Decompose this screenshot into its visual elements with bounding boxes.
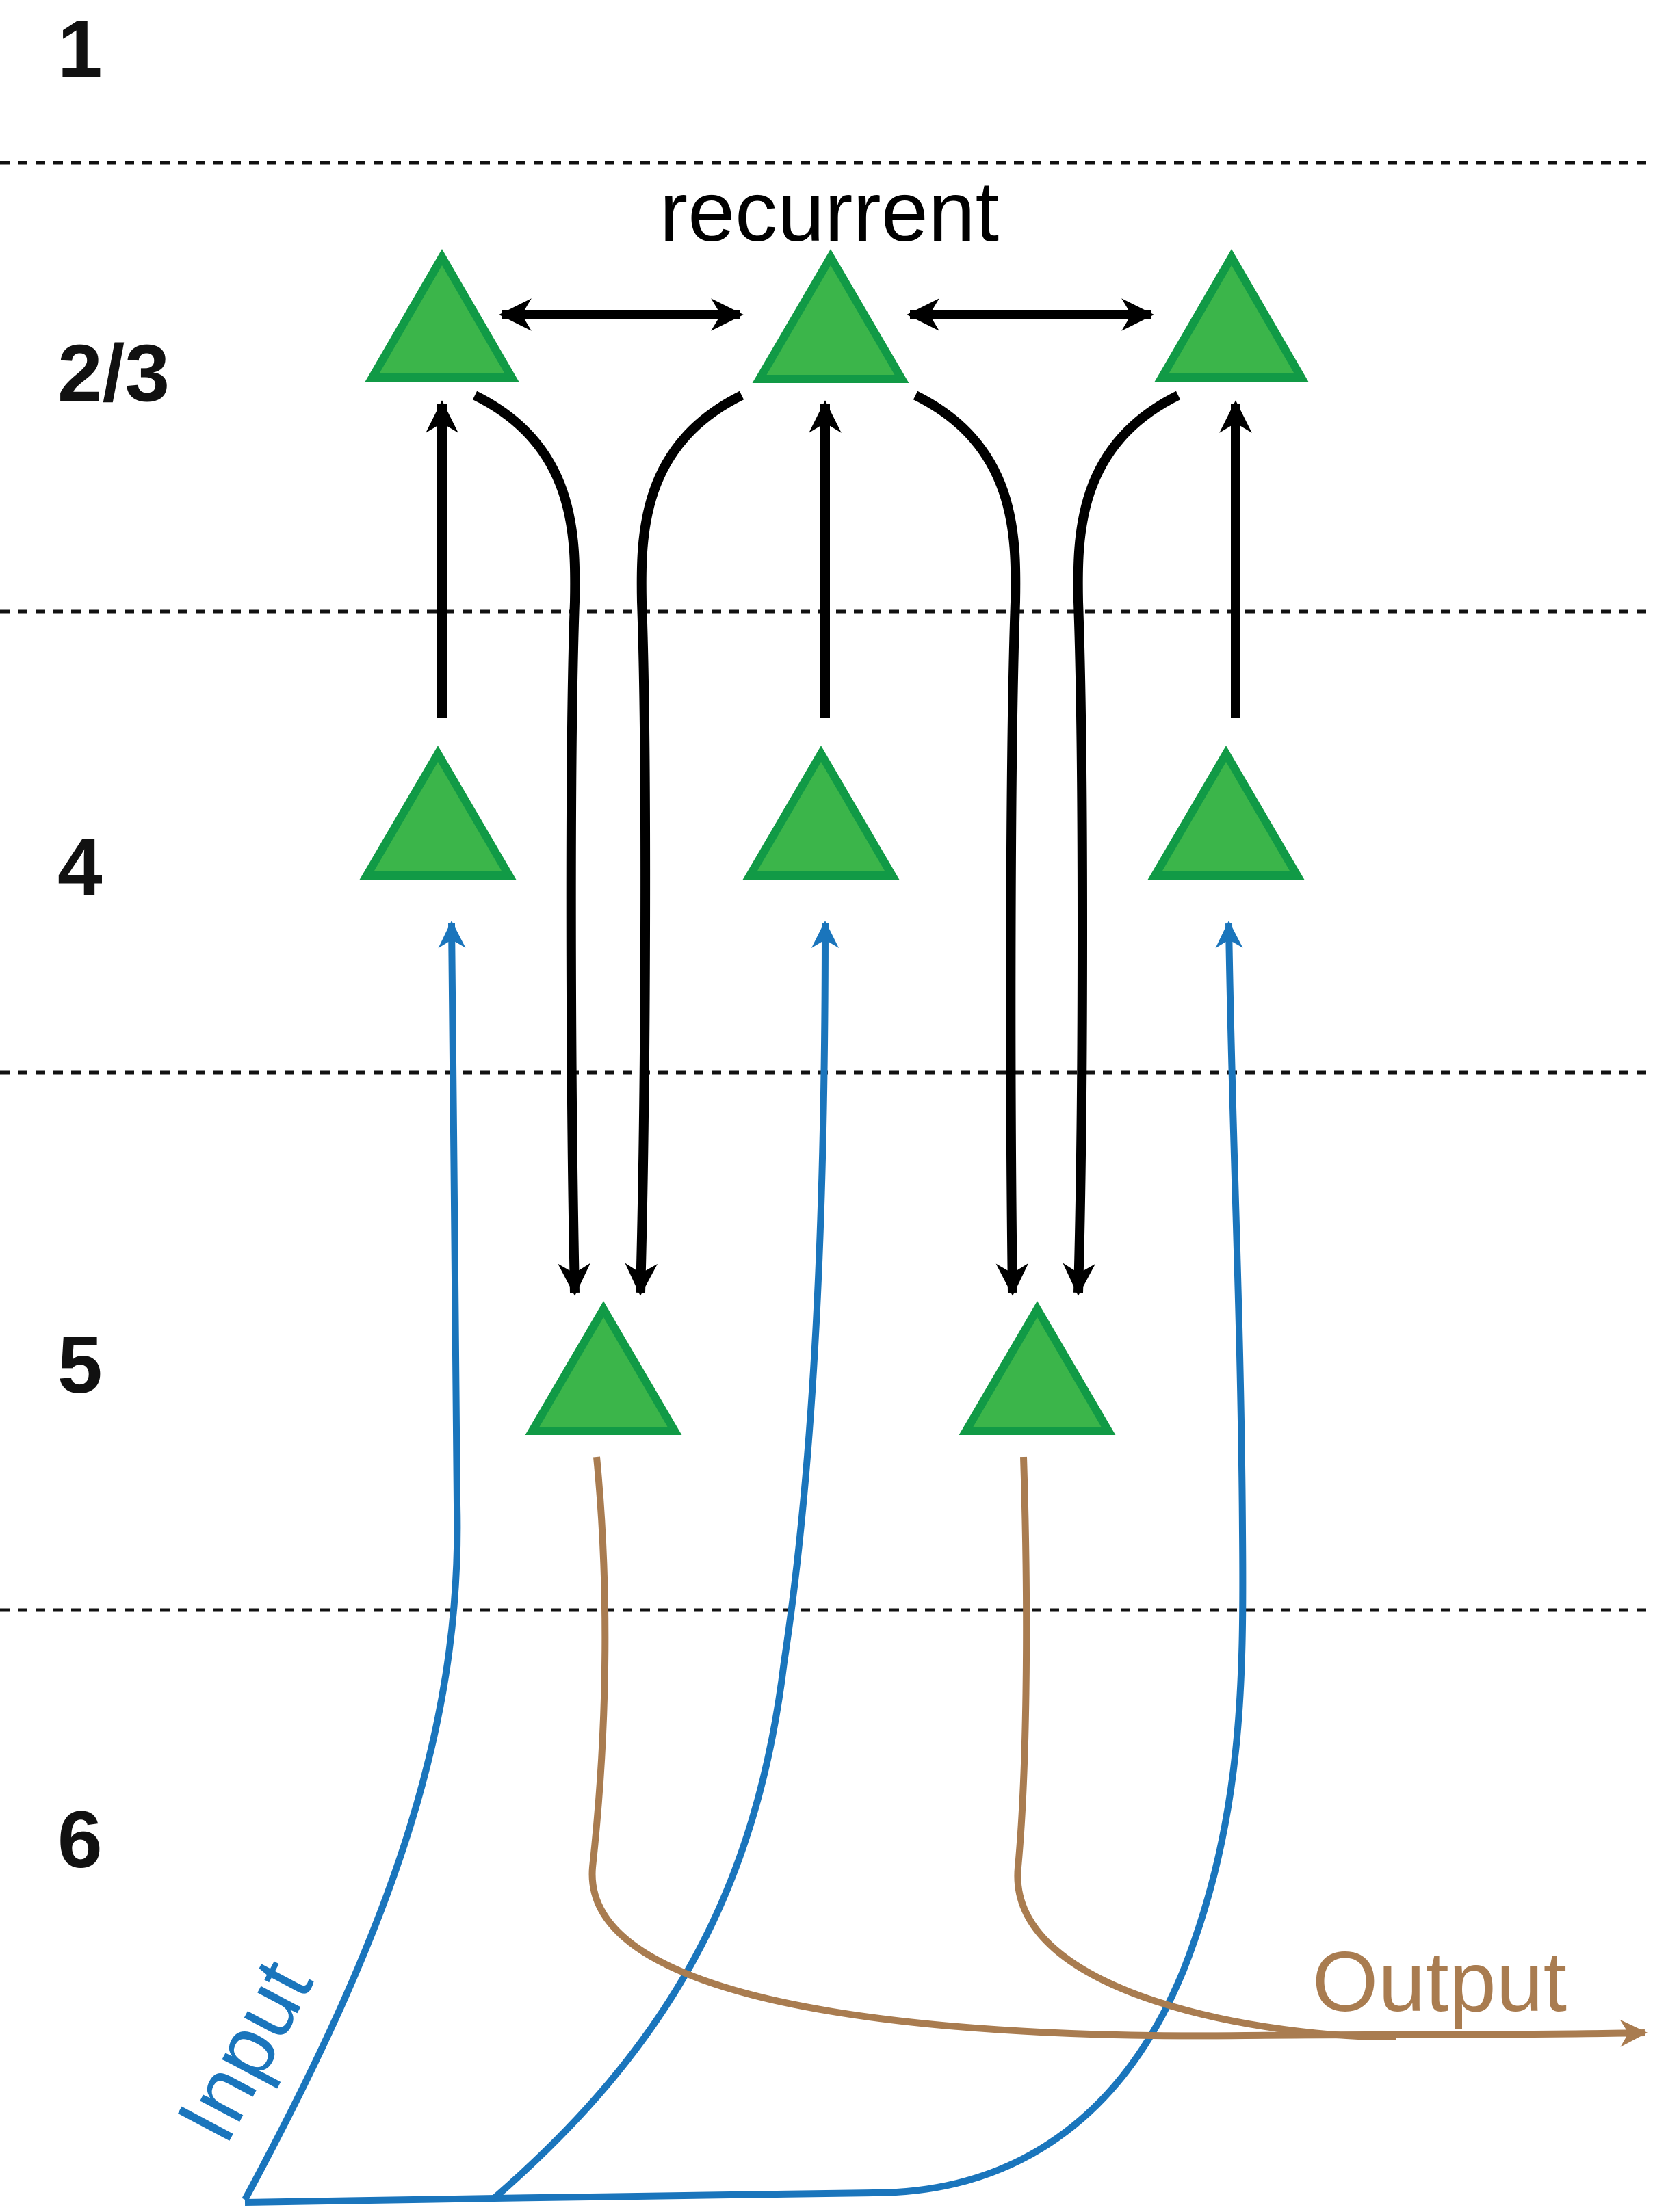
l23-to-l5-curve-2 xyxy=(625,391,744,1296)
neuron-l5-left xyxy=(525,1301,682,1435)
feedforward-l4-to-l23 xyxy=(426,400,1252,718)
input-line-to-left-l4 xyxy=(242,921,466,2202)
neurons xyxy=(359,249,1309,1435)
input-line-to-right-l4 xyxy=(493,921,1247,2202)
input-line-middle xyxy=(491,921,839,2201)
output-line-from-right-l5 xyxy=(1014,1456,1396,2041)
input-label: Input xyxy=(159,1945,330,2156)
neuron-l23-left xyxy=(365,249,519,382)
neuron-l5-right xyxy=(959,1301,1116,1435)
recurrent-label: recurrent xyxy=(660,165,999,259)
layer-labels: 1 2/3 4 5 6 xyxy=(57,4,170,1885)
l23-to-l5-curve-1 xyxy=(472,391,590,1296)
neuron-l4-left xyxy=(359,746,517,880)
output-pathways xyxy=(588,1456,1648,2047)
neuron-l23-right xyxy=(1154,249,1309,382)
neuron-l4-middle xyxy=(742,746,900,880)
layer-label-4: 4 xyxy=(57,822,103,912)
input-baseline xyxy=(244,2195,496,2206)
l23-to-l5-curve-3 xyxy=(913,391,1029,1296)
input-pathways xyxy=(242,921,1247,2206)
l23-to-l5-curve-4 xyxy=(1063,391,1181,1296)
layer-label-23: 2/3 xyxy=(57,328,170,419)
neuron-l23-middle xyxy=(752,249,909,383)
projections-l23-to-l5 xyxy=(472,391,1181,1296)
layer-label-5: 5 xyxy=(57,1320,103,1410)
layer-label-6: 6 xyxy=(57,1795,103,1885)
output-line-from-left-l5 xyxy=(588,1456,1648,2047)
neuron-l4-right xyxy=(1147,746,1305,880)
output-label: Output xyxy=(1312,1935,1567,2029)
layer-label-1: 1 xyxy=(57,4,103,94)
